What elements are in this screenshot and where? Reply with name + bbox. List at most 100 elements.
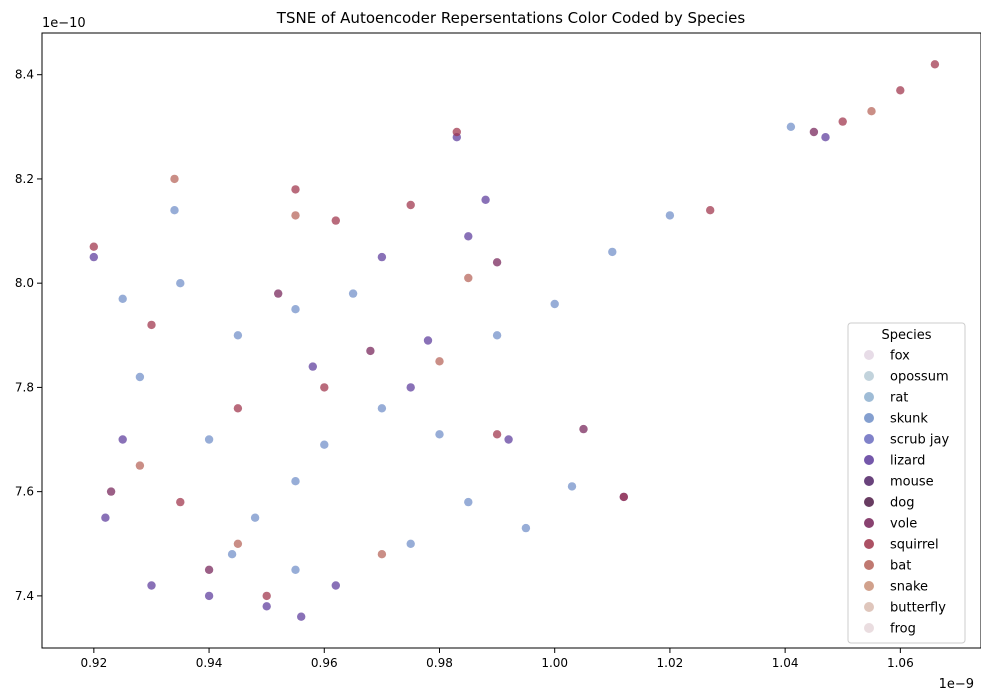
data-point-lizard bbox=[262, 602, 271, 611]
data-point-skunk bbox=[492, 331, 502, 340]
x-tick-label: 0.96 bbox=[311, 656, 338, 670]
data-point-skunk bbox=[377, 404, 387, 413]
legend-marker bbox=[864, 371, 874, 381]
legend-entry-label: skunk bbox=[890, 412, 928, 427]
data-point-vole bbox=[366, 346, 375, 356]
legend-marker bbox=[864, 602, 874, 612]
legend-marker bbox=[864, 434, 874, 444]
legend-marker bbox=[864, 350, 874, 360]
y-axis: 7.4 7.6 7.8 8.0 8.2 8.4 bbox=[15, 68, 42, 603]
data-point-skunk bbox=[464, 497, 473, 507]
legend-entry-label: rat bbox=[890, 391, 908, 406]
data-point-skunk bbox=[786, 122, 796, 131]
legend-marker bbox=[864, 518, 874, 528]
data-point-lizard bbox=[423, 336, 433, 345]
x-tick-label: 1.00 bbox=[541, 656, 568, 670]
data-point-bat bbox=[464, 273, 473, 283]
legend-title: Species bbox=[881, 328, 931, 343]
data-point-squirrel bbox=[452, 127, 461, 137]
data-point-squirrel bbox=[706, 206, 715, 215]
legend-entry-label: vole bbox=[890, 517, 917, 532]
data-point-squirrel bbox=[619, 492, 628, 502]
data-point-skunk bbox=[204, 435, 214, 444]
data-point-skunk bbox=[320, 440, 329, 449]
legend-entry-label: lizard bbox=[890, 454, 925, 469]
data-point-lizard bbox=[204, 591, 214, 601]
legend-entry-label: frog bbox=[890, 622, 916, 637]
data-point-skunk bbox=[291, 305, 300, 314]
data-point-squirrel bbox=[320, 383, 329, 392]
data-point-skunk bbox=[521, 523, 531, 533]
data-point-skunk bbox=[176, 279, 185, 288]
legend-entry-label: bat bbox=[890, 559, 911, 574]
legend-entry-label: scrub jay bbox=[890, 433, 949, 448]
data-point-vole bbox=[204, 565, 214, 574]
legend-entry-label: dog bbox=[890, 496, 914, 511]
data-point-skunk bbox=[567, 482, 577, 491]
data-point-skunk bbox=[250, 513, 260, 522]
x-tick-label: 1.02 bbox=[657, 656, 684, 670]
chart-title: TSNE of Autoencoder Repersentations Colo… bbox=[276, 9, 746, 27]
legend-marker bbox=[864, 476, 874, 486]
data-point-lizard bbox=[821, 133, 830, 142]
data-point-lizard bbox=[406, 383, 415, 392]
data-point-lizard bbox=[89, 252, 99, 262]
legend-marker bbox=[864, 581, 874, 591]
points-layer bbox=[89, 60, 940, 621]
data-point-vole bbox=[809, 127, 819, 137]
data-point-vole bbox=[106, 487, 116, 496]
legend-marker bbox=[864, 623, 874, 633]
y-tick-label: 7.8 bbox=[15, 380, 34, 394]
data-point-squirrel bbox=[930, 60, 940, 69]
legend-entry-label: opossum bbox=[890, 370, 949, 385]
x-tick-label: 1.06 bbox=[887, 656, 914, 670]
y-tick-label: 7.6 bbox=[15, 485, 34, 499]
data-point-vole bbox=[492, 258, 502, 267]
data-point-bat bbox=[435, 357, 444, 366]
y-tick-label: 8.2 bbox=[15, 172, 34, 186]
data-point-lizard bbox=[147, 581, 156, 590]
data-point-skunk bbox=[608, 247, 617, 257]
data-point-skunk bbox=[170, 206, 179, 215]
data-point-lizard bbox=[464, 232, 473, 241]
data-point-squirrel bbox=[89, 242, 99, 251]
legend-entry-label: squirrel bbox=[890, 538, 939, 553]
legend-marker bbox=[864, 455, 874, 465]
data-point-bat bbox=[170, 174, 179, 184]
x-tick-label: 1.04 bbox=[772, 656, 799, 670]
data-point-skunk bbox=[135, 372, 145, 382]
legend-entry-label: mouse bbox=[890, 475, 934, 490]
data-point-lizard bbox=[118, 435, 127, 444]
data-point-skunk bbox=[550, 299, 559, 309]
data-point-squirrel bbox=[176, 497, 185, 507]
legend-marker bbox=[864, 413, 874, 423]
y-tick-label: 7.4 bbox=[15, 589, 34, 603]
legend-marker bbox=[864, 392, 874, 402]
legend-entry-label: snake bbox=[890, 580, 928, 595]
plot-frame bbox=[41, 32, 981, 649]
data-point-squirrel bbox=[406, 200, 415, 210]
data-point-skunk bbox=[233, 331, 243, 340]
data-point-lizard bbox=[377, 252, 387, 262]
data-point-bat bbox=[867, 107, 876, 116]
data-point-squirrel bbox=[331, 216, 340, 225]
data-point-skunk bbox=[435, 430, 444, 439]
data-point-squirrel bbox=[147, 320, 156, 330]
data-point-squirrel bbox=[492, 430, 502, 439]
data-point-squirrel bbox=[233, 404, 243, 413]
x-axis: 0.92 0.94 0.96 0.98 1.00 1.02 1.04 1.06 bbox=[80, 648, 914, 670]
data-point-vole bbox=[579, 424, 588, 434]
legend-marker bbox=[864, 560, 874, 570]
x-tick-label: 0.94 bbox=[196, 656, 223, 670]
data-point-squirrel bbox=[291, 185, 300, 194]
y-tick-label: 8.4 bbox=[15, 68, 34, 82]
data-point-bat bbox=[135, 461, 145, 470]
data-point-skunk bbox=[291, 565, 300, 574]
data-point-skunk bbox=[665, 211, 675, 220]
y-tick-label: 8.0 bbox=[15, 276, 34, 290]
x-tick-label: 0.92 bbox=[80, 656, 107, 670]
data-point-lizard bbox=[308, 362, 317, 371]
legend-entry-label: fox bbox=[890, 349, 910, 364]
data-point-squirrel bbox=[262, 591, 271, 601]
legend-marker bbox=[864, 497, 874, 507]
